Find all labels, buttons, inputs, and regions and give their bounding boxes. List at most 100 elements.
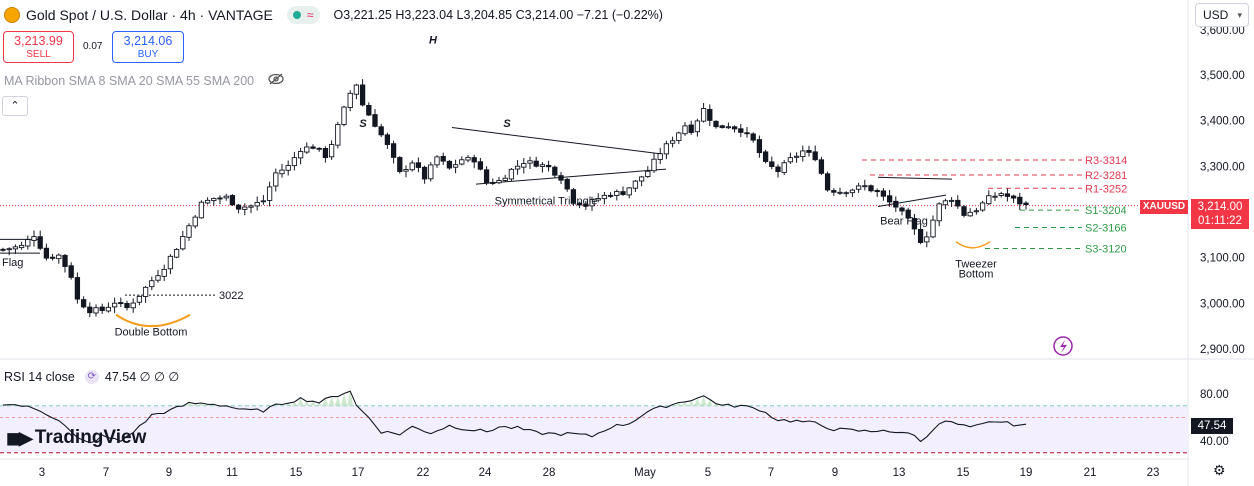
candle-body [6, 248, 12, 251]
candle-body [248, 205, 254, 208]
lightning-icon [1053, 336, 1073, 356]
candle-body [192, 216, 198, 227]
rsi-tick-label: 80.00 [1200, 389, 1229, 401]
candle-body [198, 201, 205, 219]
ohlc-readout: O3,221.25 H3,223.04 L3,204.85 C3,214.00 … [333, 8, 663, 22]
rsi-legend-name: RSI 14 close [4, 369, 75, 384]
market-status-badge[interactable]: ≈ [286, 6, 320, 24]
candle-body [942, 200, 949, 206]
pattern-label: Symmetrical Triangle [495, 196, 598, 208]
candle-body [403, 169, 409, 172]
pattern-label: S [359, 118, 367, 130]
candle-body [347, 92, 353, 108]
candle-body [626, 187, 632, 196]
candle-body [434, 156, 440, 166]
candle-body [868, 185, 874, 192]
refresh-icon[interactable]: ⟳ [84, 369, 99, 384]
candle-body [471, 157, 477, 163]
candle-body [1017, 196, 1023, 205]
time-tick-label: 22 [417, 467, 430, 479]
bar-countdown: 01:11:22 [1198, 215, 1242, 227]
rsi-background [0, 405, 1188, 454]
double-bottom-arc [115, 313, 191, 328]
buy-button[interactable]: 3,214.06 BUY [112, 31, 184, 63]
candle-body [874, 190, 880, 193]
time-tick-label: 24 [479, 467, 492, 479]
candle-body [99, 306, 105, 311]
candle-body [899, 207, 905, 212]
buy-label: BUY [137, 49, 159, 60]
tradingview-logo[interactable]: ◼▶ TradingView [6, 427, 146, 449]
candle-body [812, 151, 818, 161]
candle-body [316, 147, 322, 150]
candle-body [911, 218, 918, 230]
symbol-title[interactable]: Gold Spot / U.S. Dollar · 4h · VANTAGE [26, 7, 273, 23]
candle-body [428, 164, 434, 180]
candle-body [335, 124, 341, 146]
sell-button[interactable]: 3,213.99 SELL [3, 31, 74, 63]
candle-body [756, 139, 763, 154]
price-tick-label: 3,400.00 [1200, 116, 1245, 128]
candle-body [37, 236, 43, 249]
candle-body [564, 178, 570, 190]
candle-body [62, 254, 68, 267]
gear-icon[interactable]: ⚙ [1213, 462, 1226, 478]
candle-body [149, 280, 155, 288]
candle-body [93, 307, 99, 314]
pattern-label: Tweezer [955, 259, 997, 271]
candle-body [992, 195, 998, 198]
tv-logo-icon: ◼▶ [6, 427, 33, 448]
candle-body [930, 219, 936, 238]
candle-body [186, 225, 192, 238]
candle-body [18, 244, 25, 249]
time-tick-label: 19 [1020, 467, 1033, 479]
candle-body [353, 84, 360, 95]
candle-body [477, 161, 484, 170]
time-tick-label: 28 [543, 467, 556, 479]
symbol-price-tag: XAUUSD [1140, 200, 1188, 214]
candle-body [880, 190, 887, 197]
currency-select[interactable]: USD ▾ [1195, 3, 1249, 27]
candle-body [986, 195, 992, 205]
candle-body [558, 175, 564, 181]
candle-body [12, 246, 19, 250]
collapse-legend-button[interactable]: ⌃ [2, 96, 28, 116]
rsi-legend[interactable]: RSI 14 close ⟳ 47.54 ∅ ∅ ∅ [4, 369, 179, 384]
candle-body [961, 206, 967, 216]
time-tick-label: 9 [166, 467, 172, 479]
candle-body [750, 133, 756, 141]
candle-body [136, 295, 143, 303]
market-open-icon [292, 11, 301, 19]
candle-body [409, 162, 415, 171]
candle-body [273, 172, 279, 187]
candle-body [738, 128, 744, 133]
rsi-band [0, 405, 1188, 453]
candle-body [589, 199, 595, 207]
level-label-r1: R1-3252 [1085, 183, 1127, 195]
candle-body [310, 146, 316, 149]
buy-price: 3,214.06 [123, 34, 173, 48]
pattern-label: S [503, 118, 511, 130]
candle-body [862, 185, 868, 188]
candle-body [818, 159, 825, 174]
candle-body [849, 189, 856, 194]
time-tick-label: 11 [226, 467, 238, 479]
candle-body [155, 275, 161, 281]
candle-body [831, 190, 837, 193]
candle-body [955, 199, 961, 207]
candle-body [0, 248, 6, 251]
candle-body [167, 255, 174, 270]
lightning-icon-bolt [1060, 340, 1067, 353]
eye-hidden-icon[interactable] [267, 73, 284, 88]
pattern-label: H [429, 34, 438, 46]
axes: 3,500.003,400.003,300.003,200.003,100.00… [39, 25, 1245, 479]
ma-ribbon-legend[interactable]: MA Ribbon SMA 8 SMA 20 SMA 55 SMA 200 [4, 73, 284, 88]
logo-text: TradingView [34, 427, 147, 448]
time-tick-label: 3 [39, 467, 45, 479]
candle-body [372, 114, 378, 127]
rsi-overbought-fill [0, 391, 744, 406]
candle-body [886, 195, 893, 203]
candle-body [242, 206, 248, 210]
